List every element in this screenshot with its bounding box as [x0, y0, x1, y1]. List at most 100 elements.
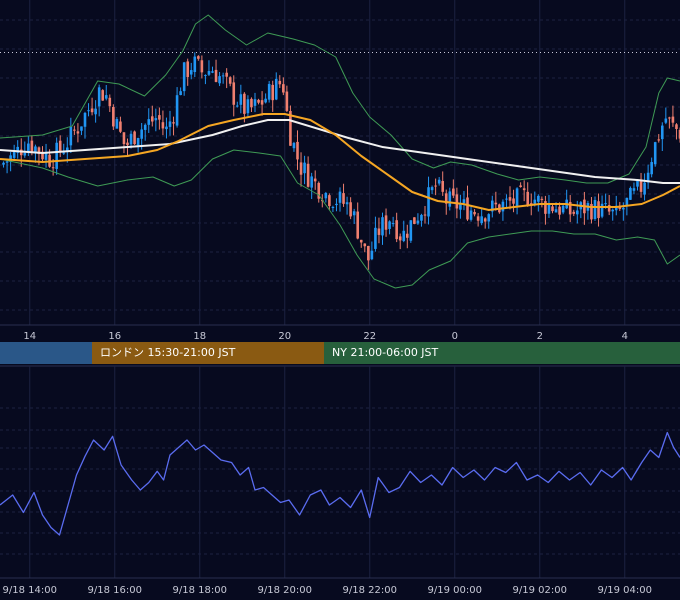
candle-body-18 [65, 147, 69, 152]
osc-tick-label-7: 9/19 04:00 [598, 585, 652, 596]
candle-body-1 [5, 161, 9, 163]
candle-74 [264, 93, 267, 104]
candle-body-122 [434, 185, 437, 187]
candle-body-98 [349, 202, 352, 217]
short-ma-line [0, 113, 680, 211]
candle-body-23 [83, 112, 87, 127]
candle-body-162 [575, 210, 579, 215]
candle-body-148 [526, 191, 530, 206]
candle-44 [158, 107, 161, 130]
candle-117 [416, 213, 420, 225]
candle-body-9 [34, 146, 37, 154]
candle-body-24 [87, 110, 90, 112]
candles [2, 52, 680, 270]
candle-body-117 [416, 220, 420, 224]
candle-172 [611, 208, 615, 221]
candle-34 [122, 132, 126, 154]
candle-body-155 [551, 206, 554, 212]
candle-body-11 [41, 151, 44, 160]
candle-126 [448, 187, 452, 211]
candle-106 [377, 217, 381, 244]
price-tick-label-2: 18 [193, 331, 206, 342]
candle-129 [459, 194, 462, 219]
candle-body-176 [625, 197, 629, 206]
candle-body-30 [108, 97, 112, 107]
candle-6 [23, 141, 27, 158]
candle-body-49 [175, 95, 179, 126]
candle-body-10 [37, 147, 41, 155]
candle-168 [597, 193, 600, 227]
candle-body-71 [253, 99, 257, 106]
candle-body-38 [136, 138, 140, 146]
candle-body-102 [363, 243, 367, 247]
candle-12 [44, 143, 48, 168]
candle-body-84 [299, 162, 303, 175]
osc-tick-label-0: 9/18 14:00 [3, 585, 57, 596]
candle-body-31 [112, 107, 115, 127]
candle-81 [289, 105, 292, 146]
candle-103 [367, 245, 370, 270]
candle-body-63 [225, 72, 228, 77]
candle-191 [678, 127, 680, 143]
candle-177 [629, 186, 632, 201]
candle-27 [97, 84, 101, 117]
candle-body-107 [381, 217, 384, 236]
candle-59 [211, 66, 214, 74]
candle-body-161 [572, 211, 576, 214]
candle-183 [650, 157, 653, 178]
candle-body-186 [660, 125, 664, 140]
candle-body-79 [282, 84, 285, 93]
candle-182 [646, 164, 650, 189]
candle-body-166 [590, 203, 593, 220]
candle-body-191 [678, 129, 680, 139]
candle-body-45 [161, 122, 165, 129]
moving-averages [0, 113, 680, 211]
candle-body-15 [55, 142, 58, 169]
candle-body-39 [140, 129, 143, 139]
candle-body-180 [639, 179, 643, 192]
candle-body-144 [512, 198, 515, 204]
candle-body-69 [246, 99, 250, 114]
candle-95 [338, 187, 342, 212]
candle-11 [41, 146, 44, 163]
candle-body-118 [420, 214, 423, 221]
candle-132 [469, 205, 473, 222]
candle-body-52 [186, 61, 190, 77]
candle-47 [168, 110, 172, 136]
candle-139 [494, 191, 498, 211]
candle-112 [398, 233, 402, 250]
candle-15 [55, 137, 58, 175]
candle-body-4 [16, 146, 20, 153]
candle-body-135 [480, 216, 483, 224]
candle-body-109 [388, 221, 391, 229]
candle-body-173 [614, 205, 618, 211]
candle-58 [207, 60, 211, 77]
oscillator-grid [0, 364, 680, 600]
candle-body-28 [101, 90, 105, 101]
candle-30 [108, 94, 112, 113]
candle-body-111 [395, 220, 398, 240]
candle-body-153 [544, 201, 547, 214]
candle-body-116 [413, 217, 416, 224]
candle-body-72 [257, 99, 260, 103]
candle-body-103 [367, 245, 370, 261]
candle-154 [547, 194, 551, 218]
candle-body-57 [204, 75, 207, 77]
candle-56 [200, 55, 204, 79]
candle-29 [104, 84, 108, 101]
candle-body-124 [441, 180, 445, 192]
candle-78 [278, 75, 282, 89]
candle-76 [271, 80, 275, 112]
candle-111 [395, 212, 398, 243]
osc-tick-label-1: 9/18 16:00 [88, 585, 142, 596]
session-bar-asia [0, 342, 92, 364]
candle-body-82 [292, 142, 296, 149]
candle-body-190 [675, 124, 678, 129]
candle-body-110 [391, 223, 395, 225]
candle-118 [420, 213, 423, 227]
candle-49 [175, 87, 179, 128]
candle-102 [363, 243, 367, 253]
candle-body-156 [554, 209, 558, 213]
candle-26 [94, 100, 97, 123]
